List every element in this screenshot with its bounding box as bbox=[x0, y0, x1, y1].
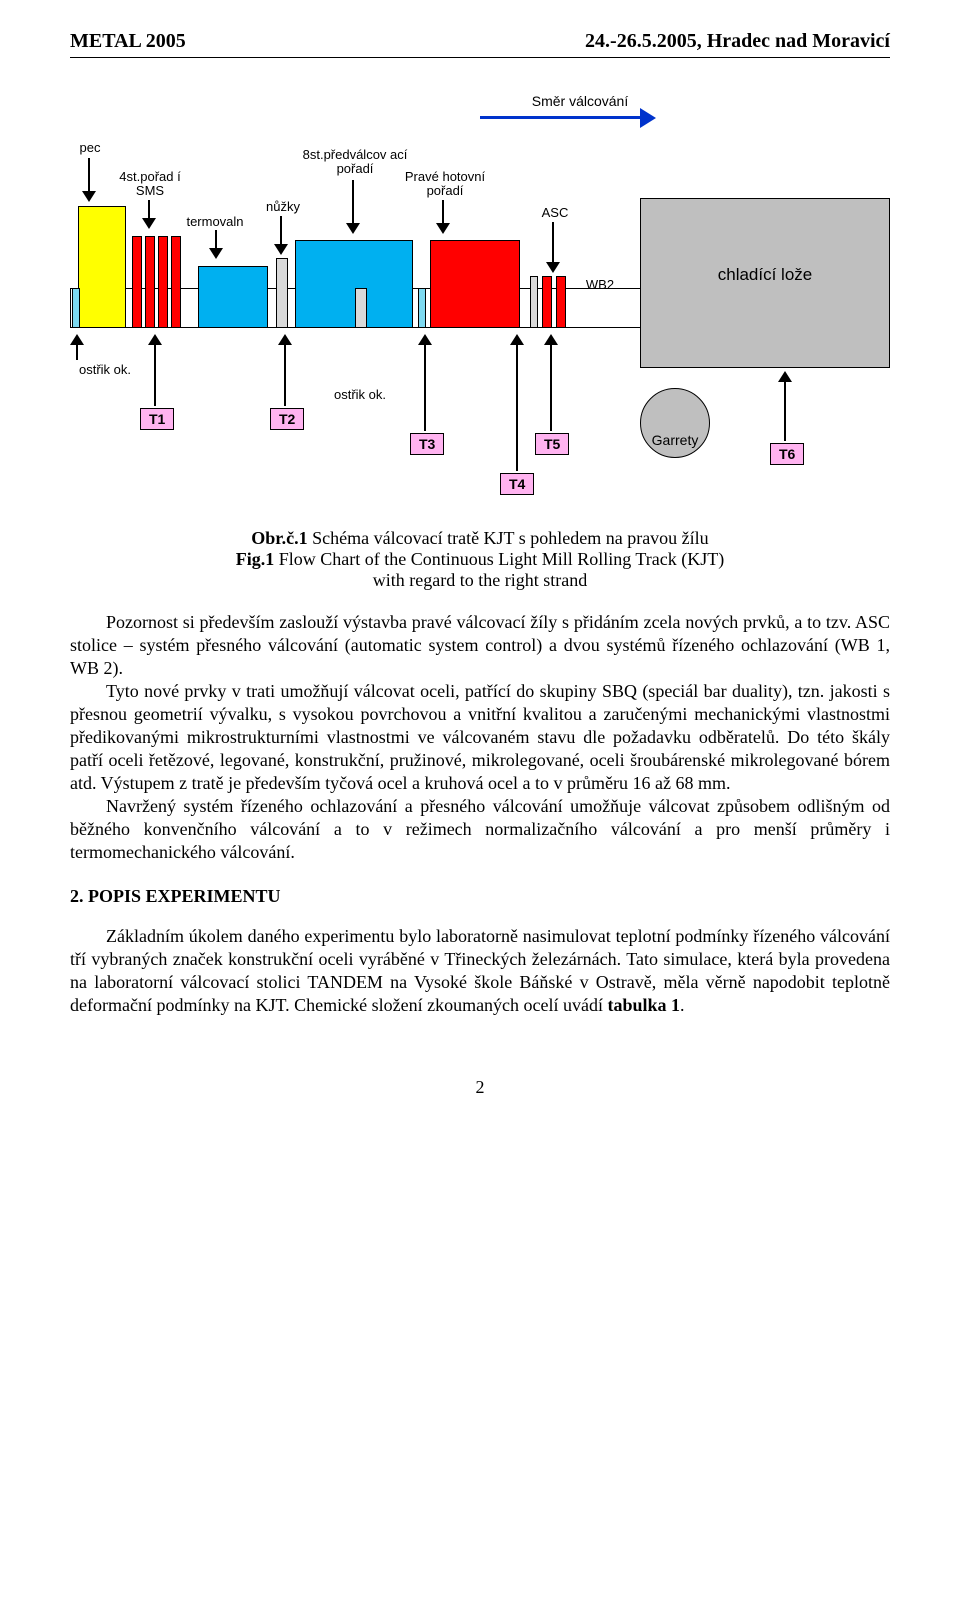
label-4st: 4st.pořad í SMS bbox=[110, 170, 190, 199]
header-left: METAL 2005 bbox=[70, 30, 186, 53]
grey-bar-3 bbox=[530, 276, 538, 328]
figure-caption: Obr.č.1 Schéma válcovací tratě KJT s poh… bbox=[70, 528, 890, 591]
tag-t1: T1 bbox=[140, 408, 174, 430]
tag-t3: T3 bbox=[410, 433, 444, 455]
tag-t2: T2 bbox=[270, 408, 304, 430]
label-pec: pec bbox=[70, 141, 110, 155]
furnace-block bbox=[78, 206, 126, 328]
blue-block-2 bbox=[295, 240, 413, 328]
cyan-block bbox=[72, 288, 80, 328]
red-bar bbox=[158, 236, 168, 328]
flowchart-diagram: Směr válcování pec 4st.pořad í SMS termo… bbox=[70, 88, 890, 508]
paragraph-1: Pozornost si především zaslouží výstavba… bbox=[70, 611, 890, 680]
cyan-block-2 bbox=[418, 288, 426, 328]
label-prave: Pravé hotovní pořadí bbox=[390, 170, 500, 199]
red-bar-2 bbox=[542, 276, 552, 328]
blue-block bbox=[198, 266, 268, 328]
label-ostrik-1: ostřik ok. bbox=[70, 363, 140, 377]
tag-t4: T4 bbox=[500, 473, 534, 495]
paragraph-4: Základním úkolem daného experimentu bylo… bbox=[70, 925, 890, 1017]
cooling-bed-label: chladící lože bbox=[640, 266, 890, 285]
caption-line1: Schéma válcovací tratě KJT s pohledem na… bbox=[308, 528, 709, 548]
grey-bar-2 bbox=[355, 288, 367, 328]
label-termovaln: termovaln bbox=[175, 215, 255, 229]
red-bar bbox=[171, 236, 181, 328]
tag-t5: T5 bbox=[535, 433, 569, 455]
label-nuzky-1: nůžky bbox=[258, 200, 308, 214]
direction-arrow bbox=[480, 116, 640, 119]
caption-obr: Obr.č.1 bbox=[251, 528, 307, 548]
grey-bar bbox=[276, 258, 288, 328]
body-text-2: Základním úkolem daného experimentu bylo… bbox=[70, 925, 890, 1017]
caption-line3: with regard to the right strand bbox=[70, 570, 890, 591]
p4-bold: tabulka 1 bbox=[608, 995, 681, 1015]
label-ostrik-2: ostřik ok. bbox=[325, 388, 395, 402]
label-garrety-text: Garrety bbox=[635, 433, 715, 448]
p4-part-c: . bbox=[680, 995, 685, 1015]
section-heading: 2. POPIS EXPERIMENTU bbox=[70, 886, 890, 907]
red-block-big bbox=[430, 240, 520, 328]
header-rule bbox=[70, 57, 890, 58]
paragraph-3: Navržený systém řízeného ochlazování a p… bbox=[70, 795, 890, 864]
p4-part-a: Základním úkolem daného experimentu bylo… bbox=[70, 926, 890, 1015]
caption-line2: Flow Chart of the Continuous Light Mill … bbox=[274, 549, 724, 569]
red-bar-3 bbox=[556, 276, 566, 328]
direction-label: Směr válcování bbox=[500, 94, 660, 109]
caption-fig: Fig.1 bbox=[236, 549, 275, 569]
tag-t6: T6 bbox=[770, 443, 804, 465]
paragraph-2: Tyto nové prvky v trati umožňují válcova… bbox=[70, 680, 890, 795]
red-bar bbox=[145, 236, 155, 328]
header-right: 24.-26.5.2005, Hradec nad Moravicí bbox=[585, 30, 890, 53]
page-number: 2 bbox=[70, 1077, 890, 1098]
label-asc: ASC bbox=[530, 206, 580, 220]
body-text: Pozornost si především zaslouží výstavba… bbox=[70, 611, 890, 864]
red-bar bbox=[132, 236, 142, 328]
